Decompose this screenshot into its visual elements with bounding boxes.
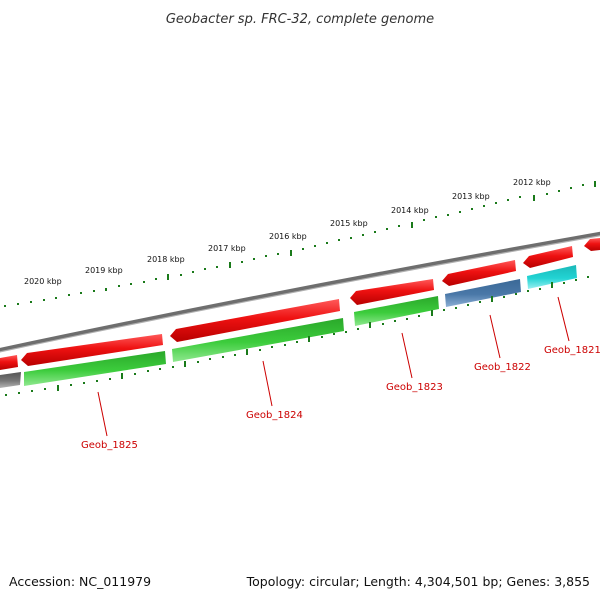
reverse-cds-arrow xyxy=(0,355,18,370)
gene-label-lines xyxy=(97,296,570,437)
reverse-cds-arrow xyxy=(170,299,340,342)
forward-cds-arrow xyxy=(0,372,21,388)
accession-text: Accession: NC_011979 xyxy=(9,574,151,589)
forward-cds-arrow xyxy=(354,296,439,326)
reverse-cds-arrow xyxy=(584,238,600,251)
reverse-cds-arrow xyxy=(21,334,163,366)
inner-scale-dots xyxy=(5,276,589,396)
gene-label: Geob_1824 xyxy=(246,410,303,421)
forward-cds-arrow xyxy=(527,265,577,289)
forward-cds-arrow xyxy=(445,279,521,307)
scale-label: 2014 kbp xyxy=(391,206,429,215)
forward-strand-genes xyxy=(0,265,577,388)
genome-summary-text: Topology: circular; Length: 4,304,501 bp… xyxy=(246,574,590,589)
scale-label: 2013 kbp xyxy=(452,192,490,201)
map-title: Geobacter sp. FRC-32, complete genome xyxy=(166,12,434,27)
scale-label: 2012 kbp xyxy=(513,178,551,187)
gene-label: Geob_1825 xyxy=(81,440,138,451)
scale-label: 2016 kbp xyxy=(269,232,307,241)
forward-cds-arrow xyxy=(172,318,344,362)
scale-label: 2019 kbp xyxy=(85,266,123,275)
forward-cds-arrow xyxy=(24,351,166,386)
outer-scale-dots xyxy=(4,181,596,307)
reverse-cds-arrow xyxy=(442,260,516,286)
genome-backbone xyxy=(0,231,600,353)
reverse-cds-arrow xyxy=(350,279,434,305)
gene-label: Geob_1821 xyxy=(544,345,600,356)
gene-labels: Geob_1825 Geob_1824 Geob_1823 Geob_1822 … xyxy=(81,345,600,451)
gene-label: Geob_1822 xyxy=(474,362,531,373)
gene-label: Geob_1823 xyxy=(386,382,443,393)
scale-label: 2017 kbp xyxy=(208,244,246,253)
scale-label: 2018 kbp xyxy=(147,255,185,264)
scale-labels: 2020 kbp 2019 kbp 2018 kbp 2017 kbp 2016… xyxy=(24,178,551,286)
scale-label: 2015 kbp xyxy=(330,219,368,228)
scale-label: 2020 kbp xyxy=(24,277,62,286)
reverse-strand-genes xyxy=(0,238,600,370)
reverse-cds-arrow xyxy=(523,246,573,268)
